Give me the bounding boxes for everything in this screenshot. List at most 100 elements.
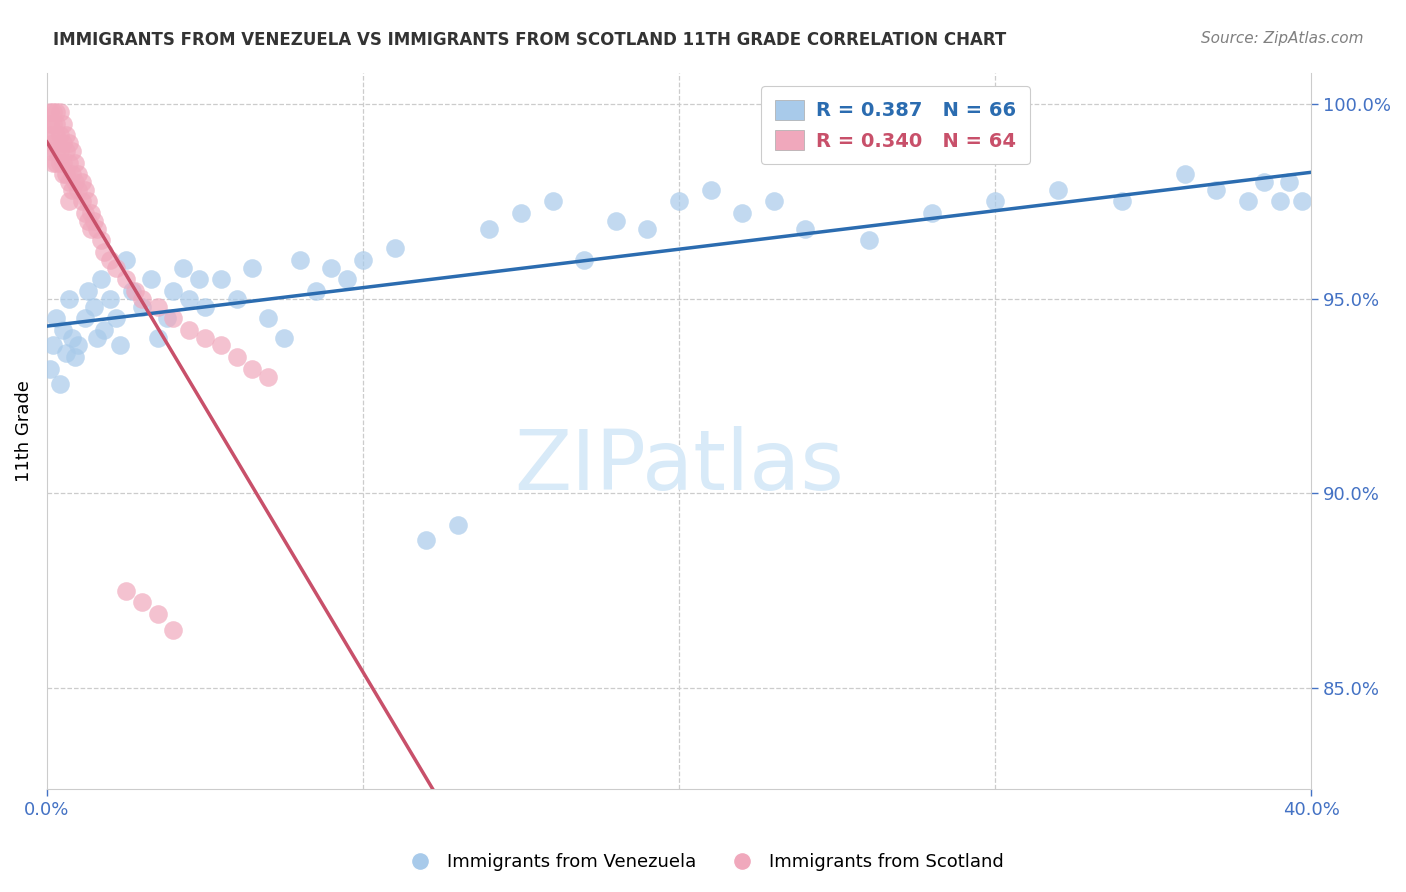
Point [415, 533, 437, 547]
Point [541, 194, 564, 209]
Point [108, 338, 131, 352]
Point [146, 331, 169, 345]
Point [60, 144, 83, 158]
Point [67, 338, 90, 352]
Point [73, 183, 96, 197]
Point [55, 128, 77, 143]
Point [1047, 183, 1070, 197]
Y-axis label: 11th Grade: 11th Grade [15, 380, 32, 482]
Point [131, 300, 153, 314]
Point [67, 167, 90, 181]
Point [1174, 167, 1197, 181]
Point [124, 284, 146, 298]
Point [52, 323, 75, 337]
Point [83, 214, 105, 228]
Point [352, 252, 374, 267]
Point [90, 272, 112, 286]
Point [273, 331, 295, 345]
Point [55, 144, 77, 158]
Legend: R = 0.387   N = 66, R = 0.340   N = 64: R = 0.387 N = 66, R = 0.340 N = 64 [762, 87, 1029, 164]
Point [45, 104, 67, 119]
Point [80, 221, 103, 235]
Point [65, 155, 87, 169]
Point [240, 260, 263, 275]
Point [141, 272, 163, 286]
Point [48, 128, 70, 143]
Legend: Immigrants from Venezuela, Immigrants from Scotland: Immigrants from Venezuela, Immigrants fr… [395, 847, 1011, 879]
Point [636, 221, 658, 235]
Point [42, 104, 65, 119]
Point [605, 214, 627, 228]
Point [39, 117, 62, 131]
Point [115, 272, 138, 286]
Point [55, 346, 77, 360]
Point [1291, 194, 1313, 209]
Point [121, 284, 143, 298]
Point [209, 338, 232, 352]
Point [209, 272, 232, 286]
Point [70, 194, 93, 209]
Point [77, 284, 100, 298]
Point [194, 331, 217, 345]
Point [336, 272, 359, 286]
Point [42, 136, 65, 150]
Point [60, 167, 83, 181]
Point [131, 292, 153, 306]
Point [39, 128, 62, 143]
Point [574, 252, 596, 267]
Point [225, 350, 247, 364]
Point [762, 194, 785, 209]
Point [55, 167, 77, 181]
Point [179, 323, 201, 337]
Point [45, 144, 67, 158]
Point [60, 331, 83, 345]
Point [668, 194, 690, 209]
Point [39, 361, 62, 376]
Point [384, 241, 406, 255]
Point [48, 144, 70, 158]
Point [86, 331, 108, 345]
Point [162, 311, 184, 326]
Point [42, 117, 65, 131]
Point [794, 221, 817, 235]
Point [156, 311, 179, 326]
Point [52, 117, 75, 131]
Text: IMMIGRANTS FROM VENEZUELA VS IMMIGRANTS FROM SCOTLAND 11TH GRADE CORRELATION CHA: IMMIGRANTS FROM VENEZUELA VS IMMIGRANTS … [53, 31, 1007, 49]
Point [73, 206, 96, 220]
Point [699, 183, 721, 197]
Point [179, 292, 201, 306]
Point [60, 183, 83, 197]
Point [105, 260, 128, 275]
Point [93, 323, 115, 337]
Point [52, 136, 75, 150]
Point [58, 292, 80, 306]
Point [478, 221, 501, 235]
Point [162, 623, 184, 637]
Point [1268, 194, 1291, 209]
Point [45, 117, 67, 131]
Point [115, 252, 138, 267]
Point [146, 300, 169, 314]
Point [921, 206, 943, 220]
Point [58, 175, 80, 189]
Point [1278, 175, 1301, 189]
Point [58, 136, 80, 150]
Point [321, 260, 343, 275]
Text: Source: ZipAtlas.com: Source: ZipAtlas.com [1201, 31, 1364, 46]
Point [80, 206, 103, 220]
Point [98, 252, 121, 267]
Point [257, 369, 280, 384]
Point [42, 338, 65, 352]
Point [83, 300, 105, 314]
Point [240, 361, 263, 376]
Point [187, 272, 209, 286]
Point [731, 206, 754, 220]
Point [288, 252, 311, 267]
Point [58, 155, 80, 169]
Point [48, 155, 70, 169]
Point [45, 155, 67, 169]
Point [77, 214, 100, 228]
Point [1111, 194, 1133, 209]
Point [510, 206, 533, 220]
Point [93, 245, 115, 260]
